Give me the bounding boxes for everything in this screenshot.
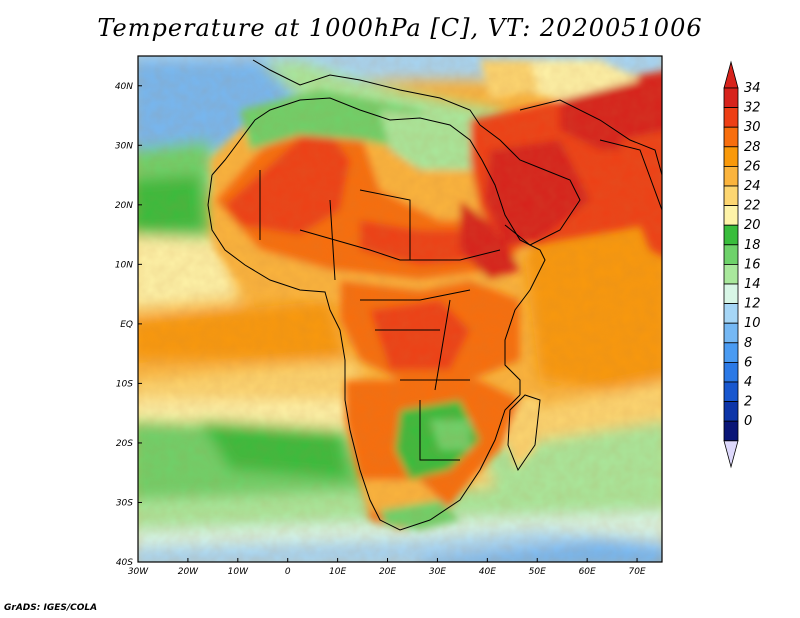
grads-credit: GrADS: IGES/COLA <box>4 603 98 613</box>
colorbar-label: 34 <box>744 81 761 96</box>
colorbar-swatch <box>723 87 739 109</box>
colorbar-label: 12 <box>744 297 761 312</box>
colorbar-bottom-arrow <box>723 440 739 469</box>
lon-tick-label: 50E <box>529 567 546 577</box>
colorbar-label: 28 <box>744 140 761 155</box>
map-title: Temperature at 1000hPa [C], VT: 20200510… <box>97 14 703 42</box>
colorbar-label: 16 <box>744 257 761 272</box>
colorbar-top-arrow <box>723 60 739 89</box>
colorbar-label: 20 <box>744 218 761 233</box>
colorbar-label: 4 <box>744 375 752 390</box>
colorbar-label: 30 <box>744 120 761 135</box>
colorbar-swatch <box>723 322 739 344</box>
lon-tick-label: 60E <box>579 567 596 577</box>
colorbar-swatch <box>723 107 739 128</box>
lat-tick-label: 20N <box>115 201 133 211</box>
lat-tick-label: 40N <box>115 82 133 92</box>
colorbar-swatch <box>723 263 739 285</box>
lon-tick-label: 0 <box>285 567 291 577</box>
lon-tick-label: 30E <box>429 567 446 577</box>
lon-tick-label: 20E <box>379 567 396 577</box>
lon-tick-label: 30W <box>128 567 149 577</box>
lon-tick-label: 20W <box>178 567 199 577</box>
lat-tick-label: 20S <box>116 439 133 449</box>
colorbar-label: 14 <box>744 277 761 292</box>
colorbar-swatch <box>723 146 739 167</box>
lon-tick-label: 40E <box>479 567 496 577</box>
colorbar-swatch <box>723 165 739 187</box>
colorbar-swatch <box>723 420 739 442</box>
lon-tick-label: 10W <box>228 567 249 577</box>
colorbar-label: 0 <box>744 414 752 429</box>
colorbar-swatch <box>723 361 739 383</box>
colorbar-label: 18 <box>744 238 761 253</box>
colorbar-swatch <box>723 224 739 246</box>
colorbar-swatch <box>723 342 739 363</box>
lat-tick-label: 30N <box>115 141 133 151</box>
axis-ticks: 30W 20W 10W 0 10E 20E 30E 40E 50E 60E 70E 40N 30N 20N… <box>115 82 646 577</box>
lat-tick-label: 10S <box>116 379 133 389</box>
lon-tick-label: 10E <box>329 567 346 577</box>
colorbar-swatch <box>723 381 739 403</box>
colorbar-label: 32 <box>744 101 761 116</box>
lat-tick-label: 30S <box>116 498 133 508</box>
lat-tick-label: 10N <box>115 260 133 270</box>
colorbar-label: 2 <box>744 395 752 410</box>
colorbar-swatch <box>723 185 739 207</box>
colorbar-label: 22 <box>744 199 761 214</box>
lat-tick-label: EQ <box>120 320 133 330</box>
colorbar-label: 26 <box>744 159 761 174</box>
colorbar-swatch <box>723 126 739 148</box>
colorbar-swatch <box>723 283 739 305</box>
colorbar-label: 10 <box>744 316 761 331</box>
lat-tick-label: 40S <box>116 558 133 568</box>
colorbar-swatch <box>723 205 739 226</box>
colorbar-label: 24 <box>744 179 761 194</box>
colorbar-swatch <box>723 303 739 324</box>
colorbar-label: 8 <box>744 336 752 351</box>
colorbar-swatch <box>723 401 739 422</box>
lon-tick-label: 70E <box>628 567 645 577</box>
colorbar-swatch <box>723 244 739 265</box>
temperature-field <box>138 56 662 562</box>
colorbar-label: 6 <box>744 355 752 370</box>
coastline-borders <box>207 59 662 531</box>
plot-frame <box>137 55 663 563</box>
